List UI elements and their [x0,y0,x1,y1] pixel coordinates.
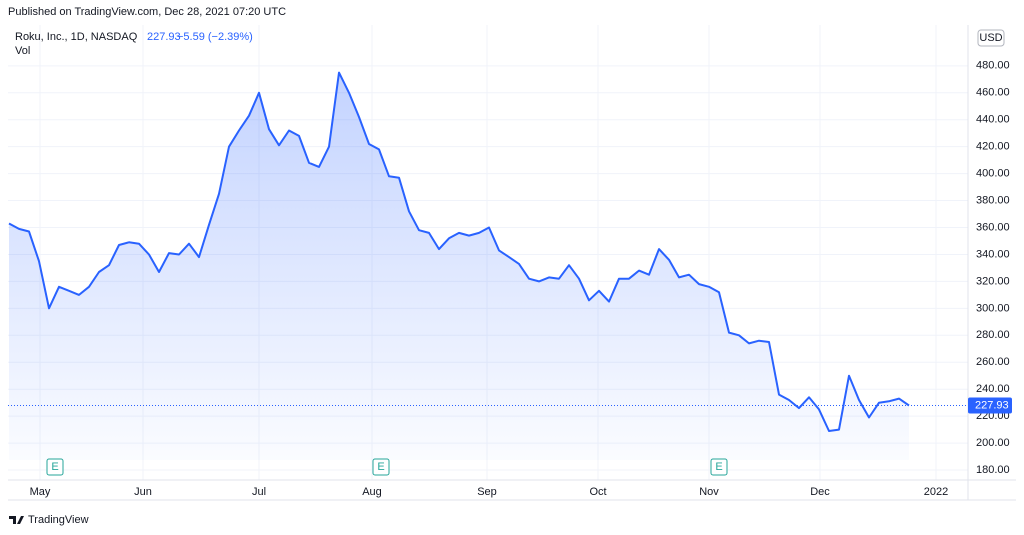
x-tick-label: Jul [252,486,266,498]
earnings-marker [710,458,728,476]
y-tick-label: 460.00 [976,87,1010,99]
x-tick-label: Sep [477,486,497,498]
price-line [8,71,910,432]
y-tick-label: 200.00 [976,437,1010,449]
published-note: Published on TradingView.com, Dec 28, 20… [8,6,286,18]
last-price-label: 227.93 [975,399,1009,411]
earnings-label[interactable]: E [377,461,384,473]
x-tick-label: Dec [810,486,830,498]
y-tick-label: 240.00 [976,383,1010,395]
x-tick-label: Jun [134,486,152,498]
y-tick-label: 440.00 [976,114,1010,126]
symbol-title: Roku, Inc., 1D, NASDAQ [15,31,138,43]
plot-area [8,25,968,480]
currency-box[interactable] [977,29,1005,47]
header-change: −5.59 (−2.39%) [177,31,253,43]
earnings-label[interactable]: E [715,461,722,473]
y-tick-label: 180.00 [976,464,1010,476]
last-price-box [968,397,1012,414]
y-tick-label: 420.00 [976,141,1010,153]
y-tick-label: 280.00 [976,329,1010,341]
y-tick-label: 320.00 [976,275,1010,287]
brand: TradingView [28,514,89,526]
y-tick-label: 260.00 [976,356,1010,368]
y-tick-label: 480.00 [976,60,1010,72]
y-tick-label: 300.00 [976,302,1010,314]
y-tick-label: 380.00 [976,194,1010,206]
earnings-marker [46,458,64,476]
earnings-label[interactable]: E [51,461,58,473]
volume-label: Vol [15,45,30,57]
x-tick-label: Oct [589,486,606,498]
logo: TradingView [9,514,89,526]
y-tick-label: 360.00 [976,221,1010,233]
area [9,72,909,460]
y-tick-label: 340.00 [976,248,1010,260]
earnings-marker [372,458,390,476]
x-tick-label: 2022 [924,486,948,498]
x-tick-label: Aug [362,486,382,498]
x-tick-label: May [30,486,51,498]
header-price: 227.93 [147,31,181,43]
currency[interactable]: USD [979,32,1002,44]
x-tick-label: Nov [699,486,719,498]
y-tick-label: 400.00 [976,168,1010,180]
